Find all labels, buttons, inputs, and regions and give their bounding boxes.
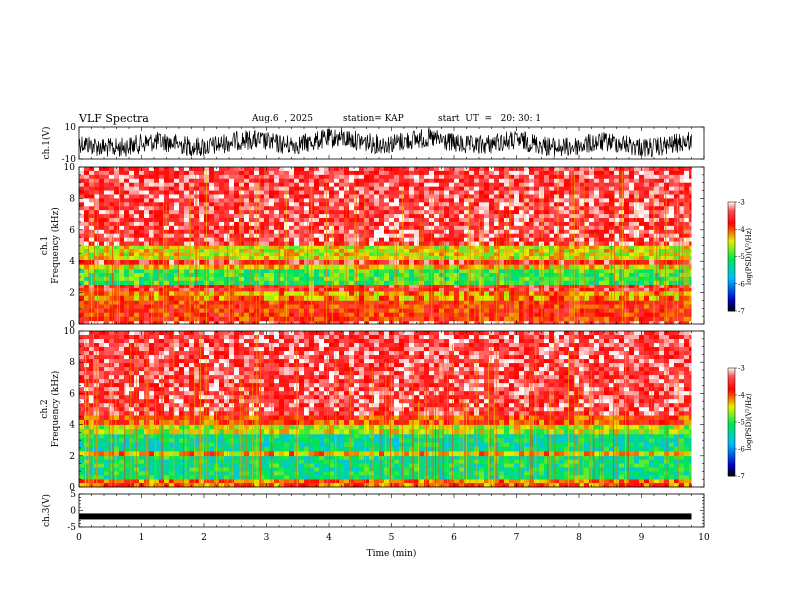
ch1-waveform-ylabel: ch.1(V) — [41, 127, 52, 160]
x-tick-label: 2 — [201, 533, 207, 543]
ch1-spectrogram-streaks — [88, 169, 690, 324]
ch1-spectrogram-ylabel-channel: ch.1 — [40, 236, 50, 255]
ch1-spectrogram-blank — [691, 167, 704, 324]
ch1-spectrogram-y-tick-label: 2 — [69, 289, 75, 299]
ch1-spectrogram-cells — [79, 167, 695, 325]
x-tick-label: 3 — [264, 533, 270, 543]
x-tick-label: 4 — [326, 533, 332, 543]
ch3-y-tick-label: -5 — [67, 523, 76, 533]
x-axis-label: Time (min) — [367, 548, 417, 559]
ch2-spectrogram-colorbar-tick: -5 — [738, 419, 745, 427]
ch2-spectrogram-y-tick-label: 2 — [69, 452, 75, 462]
start-time-label: start UT = 20: 30: 1 — [438, 114, 542, 124]
ch2-spectrogram-colorbar-tick: -7 — [738, 473, 745, 481]
ch1-spectrogram-y-tick-label: 0 — [69, 320, 75, 330]
ch1-spectrogram-colorbar-tick: -4 — [738, 226, 745, 234]
x-tick-label: 9 — [639, 533, 645, 543]
x-tick-label: 8 — [576, 533, 582, 543]
y-tick-label: 10 — [65, 123, 77, 133]
ch1-spectrogram-colorbar-label: log(PSD)(V²/Hz) — [745, 228, 753, 285]
ch2-spectrogram-y-tick-label: 8 — [69, 358, 75, 368]
ch1-spectrogram-colorbar-tick: -6 — [738, 280, 745, 288]
x-ticks — [78, 331, 705, 487]
ch1-spectrogram-colorbar-tick: -7 — [738, 308, 745, 316]
ch1-spectrogram-y-tick-label: 8 — [69, 194, 75, 204]
ch1-spectrogram-ylabel-frequency: Frequency (kHz) — [50, 207, 61, 284]
ch3-waveform-frame — [78, 493, 705, 528]
ch2-spectrogram-colorbar-tick: -4 — [738, 392, 745, 400]
x-ticks — [78, 167, 705, 324]
ch1-spectrogram-y-tick-label: 6 — [69, 226, 75, 236]
ch3-y-tick-label: 0 — [70, 507, 76, 517]
ch2-spectrogram-ylabel-channel: ch.2 — [40, 399, 50, 418]
ch2-spectrogram-colorbar-tick: -6 — [738, 446, 745, 454]
x-tick-label: 5 — [389, 533, 395, 543]
ch2-spectrogram-colorbar — [727, 367, 737, 477]
station-label: station= KAP — [343, 114, 404, 124]
x-tick-label: 10 — [698, 533, 710, 543]
ch3-waveform-ylabel: ch.3(V) — [41, 494, 52, 527]
ch1-spectrogram-y-tick-label: 10 — [64, 163, 76, 173]
ch2-spectrogram-streaks — [84, 331, 679, 487]
ch2-spectrogram-blank — [691, 331, 704, 487]
chart-title: VLF Spectra — [79, 112, 149, 125]
x-ticks — [78, 127, 705, 159]
ch3-y-tick-label: 5 — [70, 490, 76, 500]
ch1-spectrogram-colorbar — [727, 201, 737, 312]
ch2-spectrogram-colorbar-label: log(PSD)(V²/Hz) — [745, 393, 753, 450]
ch2-spectrogram-y-tick-label: 4 — [69, 421, 75, 431]
ch1-spectrogram-y-tick-label: 4 — [69, 257, 75, 267]
ch1-waveform-trace — [78, 128, 692, 158]
ch2-spectrogram-y-tick-label: 0 — [69, 483, 75, 493]
ch1-spectrogram-colorbar-tick: -3 — [738, 199, 745, 207]
date-label: Aug.6 , 2025 — [252, 114, 313, 124]
x-ticks — [78, 494, 705, 527]
ch3-waveform-trace — [79, 513, 692, 520]
x-tick-label: 7 — [514, 533, 520, 543]
ch2-spectrogram-colorbar-tick: -3 — [738, 365, 745, 373]
ch2-spectrogram-y-tick-label: 10 — [64, 327, 76, 337]
ch2-spectrogram-ylabel-frequency: Frequency (kHz) — [50, 371, 61, 448]
ch1-spectrogram-colorbar-tick: -5 — [738, 253, 745, 261]
x-tick-label: 0 — [76, 533, 82, 543]
x-tick-label: 1 — [139, 533, 145, 543]
x-tick-label: 6 — [451, 533, 457, 543]
ch2-spectrogram-y-tick-label: 6 — [69, 389, 75, 399]
y-tick-label: -10 — [62, 155, 77, 165]
